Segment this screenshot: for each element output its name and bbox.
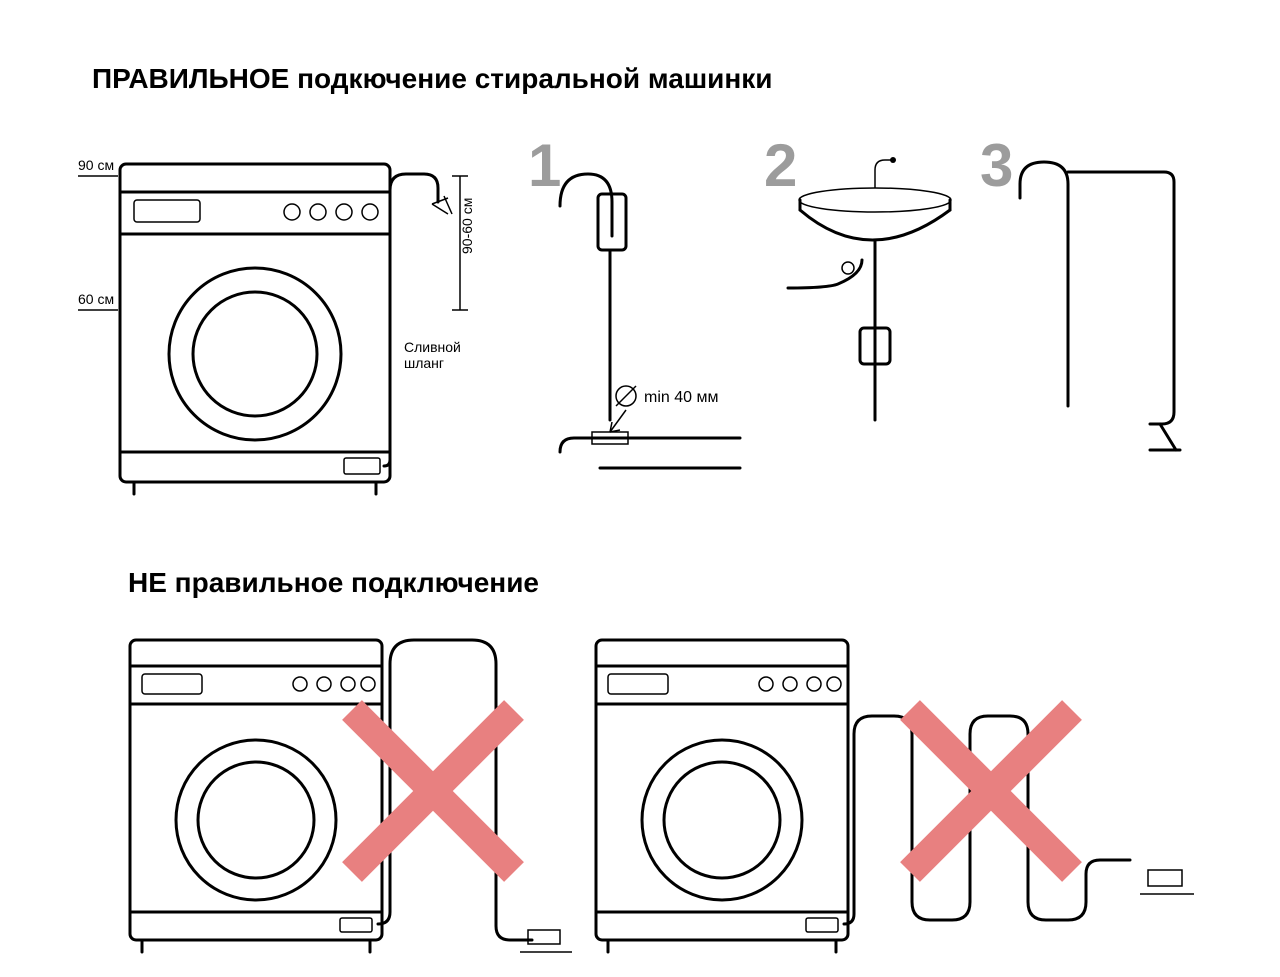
step-1: 1 min 40 мм bbox=[528, 132, 740, 468]
washer-main: 90 см 60 см 90-60 см bbox=[78, 157, 475, 494]
step-number-3: 3 bbox=[980, 132, 1013, 199]
label-90cm: 90 см bbox=[78, 157, 114, 173]
cross-2 bbox=[910, 710, 1072, 872]
step-number-2: 2 bbox=[764, 132, 797, 199]
title-wrong: НЕ правильное подключение bbox=[128, 567, 539, 598]
label-60cm: 60 см bbox=[78, 291, 114, 307]
washer-wrong-1 bbox=[130, 640, 572, 952]
label-min-dia: min 40 мм bbox=[644, 389, 718, 406]
washer-wrong-2 bbox=[596, 640, 1194, 952]
label-drain-hose: Сливнойшланг bbox=[404, 339, 461, 371]
cross-1 bbox=[352, 710, 514, 872]
step-3: 3 bbox=[980, 132, 1180, 450]
label-range: 90-60 см bbox=[459, 198, 475, 254]
title-correct: ПРАВИЛЬНОЕ подкючение стиральной машинки bbox=[92, 63, 773, 94]
step-2: 2 bbox=[764, 132, 951, 420]
step-number-1: 1 bbox=[528, 132, 561, 199]
